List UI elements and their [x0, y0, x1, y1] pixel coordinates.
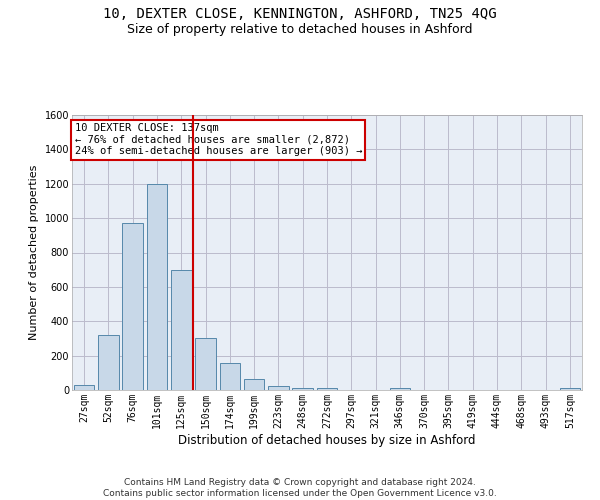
Bar [292, 388, 313, 390]
Bar [560, 388, 580, 390]
Bar [220, 364, 240, 390]
Bar [244, 379, 265, 390]
Text: 10 DEXTER CLOSE: 137sqm
← 76% of detached houses are smaller (2,872)
24% of semi: 10 DEXTER CLOSE: 137sqm ← 76% of detache… [74, 123, 362, 156]
Text: Size of property relative to detached houses in Ashford: Size of property relative to detached ho… [127, 22, 473, 36]
Bar [98, 335, 119, 390]
Y-axis label: Number of detached properties: Number of detached properties [29, 165, 39, 340]
Text: Contains HM Land Registry data © Crown copyright and database right 2024.
Contai: Contains HM Land Registry data © Crown c… [103, 478, 497, 498]
Bar [195, 338, 216, 390]
Bar [146, 184, 167, 390]
Bar [317, 388, 337, 390]
X-axis label: Distribution of detached houses by size in Ashford: Distribution of detached houses by size … [178, 434, 476, 446]
Bar [74, 385, 94, 390]
Bar [171, 270, 191, 390]
Bar [122, 224, 143, 390]
Text: 10, DEXTER CLOSE, KENNINGTON, ASHFORD, TN25 4QG: 10, DEXTER CLOSE, KENNINGTON, ASHFORD, T… [103, 8, 497, 22]
Bar [389, 388, 410, 390]
Bar [268, 386, 289, 390]
